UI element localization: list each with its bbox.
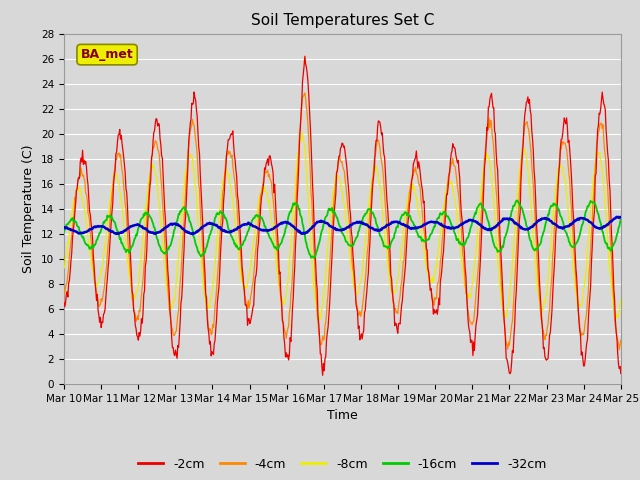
Legend: -2cm, -4cm, -8cm, -16cm, -32cm: -2cm, -4cm, -8cm, -16cm, -32cm — [133, 453, 552, 476]
Title: Soil Temperatures Set C: Soil Temperatures Set C — [251, 13, 434, 28]
X-axis label: Time: Time — [327, 409, 358, 422]
Text: BA_met: BA_met — [81, 48, 134, 61]
Y-axis label: Soil Temperature (C): Soil Temperature (C) — [22, 144, 35, 273]
